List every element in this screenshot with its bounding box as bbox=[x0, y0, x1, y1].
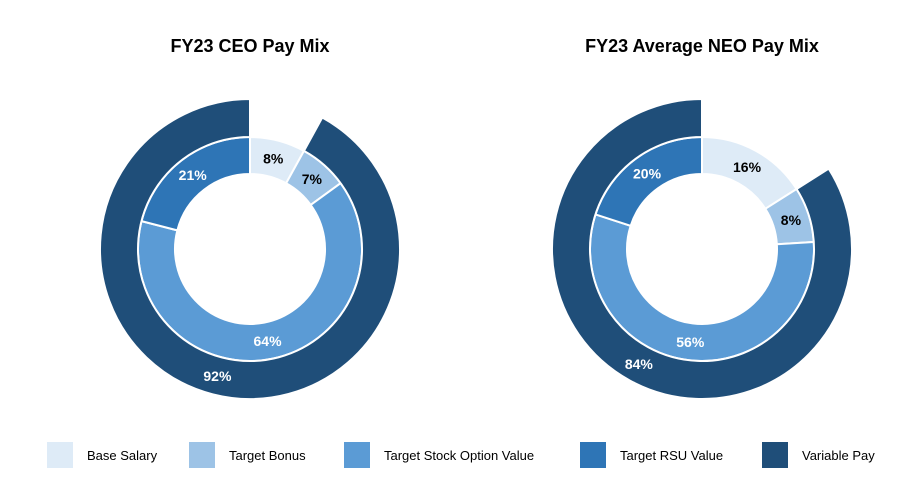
inner-target-stock-option-value-label: 56% bbox=[676, 334, 705, 350]
legend-swatch bbox=[344, 442, 370, 468]
legend-item-base-salary: Base Salary bbox=[47, 442, 157, 468]
legend-label: Target RSU Value bbox=[620, 447, 724, 463]
outer-variable-pay-label: 84% bbox=[625, 356, 654, 372]
inner-target-rsu-value-label: 20% bbox=[633, 165, 662, 181]
inner-target-rsu-value-label: 21% bbox=[179, 167, 208, 183]
legend-item-target-bonus: Target Bonus bbox=[189, 442, 306, 468]
legend-swatch bbox=[580, 442, 606, 468]
legend-label: Target Bonus bbox=[229, 447, 306, 463]
outer-variable-pay-label: 92% bbox=[203, 368, 232, 384]
legend-item-rsu: Target RSU Value bbox=[580, 442, 723, 468]
legend-item-variable-pay: Variable Pay bbox=[762, 442, 875, 468]
outer-variable-pay-slice bbox=[99, 97, 401, 400]
legend-label: Target Stock Option Value bbox=[384, 447, 535, 463]
outer-variable-pay-slice bbox=[551, 97, 853, 400]
inner-target-bonus-label: 8% bbox=[781, 212, 802, 228]
inner-target-stock-option-value-label: 64% bbox=[254, 333, 283, 349]
legend-swatch bbox=[189, 442, 215, 468]
legend-swatch bbox=[47, 442, 73, 468]
inner-base-salary-label: 8% bbox=[263, 150, 284, 166]
legend-swatch bbox=[762, 442, 788, 468]
legend-item-stock-option: Target Stock Option Value bbox=[344, 442, 534, 468]
chart-title-neo: FY23 Average NEO Pay Mix bbox=[585, 36, 819, 56]
chart-title-ceo: FY23 CEO Pay Mix bbox=[170, 36, 330, 56]
legend-label: Base Salary bbox=[87, 447, 158, 463]
inner-base-salary-label: 16% bbox=[733, 159, 762, 175]
inner-target-bonus-label: 7% bbox=[302, 171, 323, 187]
legend-label: Variable Pay bbox=[802, 447, 875, 463]
